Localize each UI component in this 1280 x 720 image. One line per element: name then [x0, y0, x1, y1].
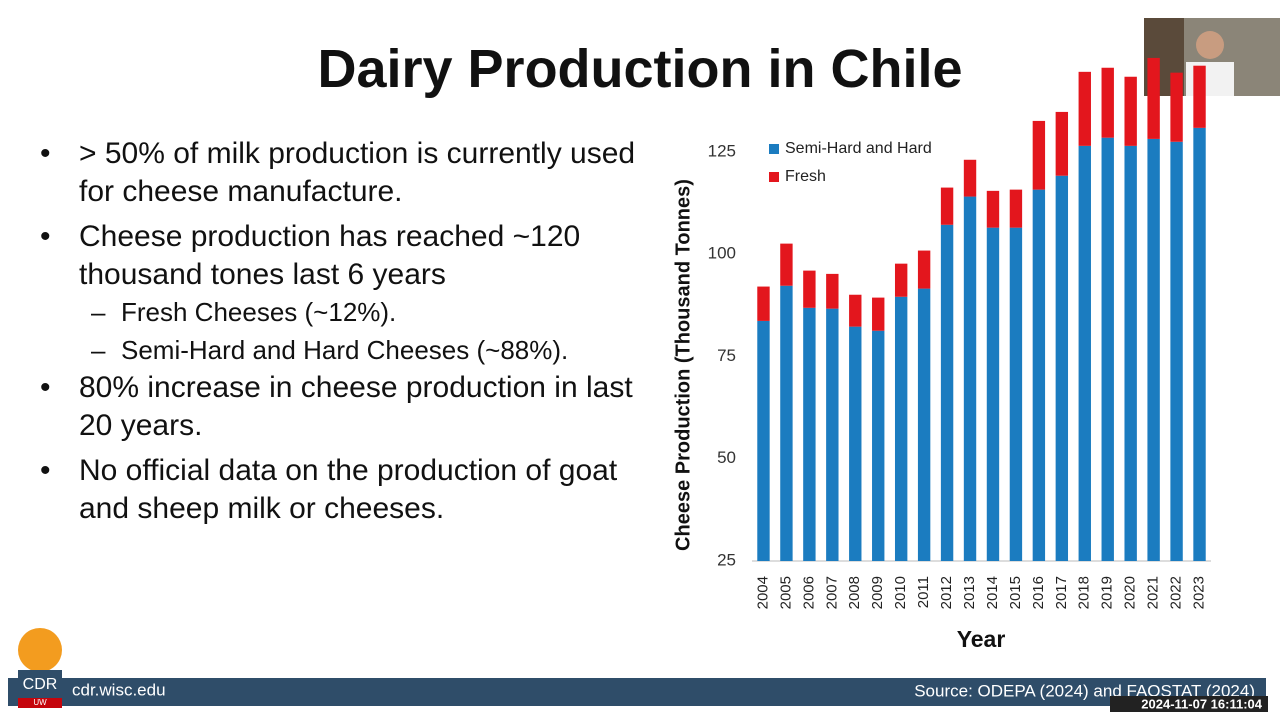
logo-box [18, 670, 62, 698]
bar-segment [894, 296, 908, 561]
bar-segment [1147, 57, 1160, 139]
logo-sub: UW [33, 698, 47, 707]
logo-text: CDR [23, 676, 58, 693]
sub-bullet: Fresh Cheeses (~12%). [40, 293, 640, 331]
bar-segment [1124, 76, 1137, 146]
bar-segment [1032, 189, 1046, 562]
y-tick-label: 25 [717, 550, 736, 569]
bar-segment [1170, 72, 1183, 142]
y-axis-label: Cheese Production (Thousand Tonnes) [672, 179, 694, 551]
bullet-list: > 50% of milk production is currently us… [40, 135, 640, 535]
footer-site: cdr.wisc.edu [72, 680, 166, 699]
bar-segment [757, 320, 770, 561]
bar-segment [757, 286, 770, 321]
bar-segment [963, 159, 977, 197]
bullet: > 50% of milk production is currently us… [40, 135, 640, 210]
x-tick-label: 2009 [869, 576, 886, 609]
x-tick-label: 2019 [1099, 576, 1116, 609]
legend-swatch [769, 144, 779, 154]
x-tick-label: 2007 [823, 576, 840, 609]
bar-segment [1101, 137, 1114, 561]
bar-segment [1078, 71, 1091, 146]
timestamp-bg [1110, 696, 1268, 712]
y-tick-label: 100 [708, 244, 736, 263]
bar-segment [1078, 145, 1091, 562]
webcam-face [1196, 31, 1224, 59]
x-tick-label: 2004 [754, 576, 771, 609]
x-tick-label: 2022 [1168, 576, 1185, 609]
bar-segment [917, 288, 931, 561]
bar-segment [826, 308, 839, 561]
bar-segment [780, 243, 793, 286]
x-tick-label: 2020 [1122, 576, 1139, 609]
x-tick-label: 2006 [800, 576, 817, 609]
y-tick-label: 75 [717, 346, 736, 365]
x-tick-label: 2014 [984, 576, 1001, 609]
logo-uw-box [18, 698, 62, 708]
bar-segment [894, 263, 908, 297]
logo-sun [18, 628, 62, 672]
x-tick-label: 2008 [846, 576, 863, 609]
slide-title: Dairy Production in Chile [317, 39, 963, 99]
footer-source: Source: ODEPA (2024) and FAOSTAT (2024) [914, 681, 1255, 700]
bar-segment [1032, 120, 1046, 190]
bar-segment [872, 330, 885, 561]
y-tick-label: 125 [708, 141, 736, 160]
x-axis-label: Year [957, 626, 1006, 652]
bar-segment [917, 250, 931, 289]
bar-segment [963, 196, 977, 561]
bar-segment [849, 326, 862, 561]
x-tick-label: 2012 [938, 576, 955, 609]
bullet: 80% increase in cheese production in las… [40, 369, 640, 444]
bar-segment [826, 273, 839, 309]
timestamp: 2024-11-07 16:11:04 [1141, 696, 1262, 711]
bar-segment [849, 294, 862, 327]
bar-segment [1009, 227, 1023, 562]
legend-swatch [769, 172, 779, 182]
bar-segment [1193, 127, 1206, 561]
x-tick-label: 2005 [777, 576, 794, 609]
x-tick-label: 2016 [1030, 576, 1047, 609]
sub-bullet: Semi-Hard and Hard Cheeses (~88%). [40, 331, 640, 369]
bar-segment [1009, 189, 1023, 228]
x-tick-label: 2017 [1053, 576, 1070, 609]
y-tick-label: 50 [717, 448, 736, 467]
bar-segment [1101, 67, 1114, 138]
bullet: No official data on the production of go… [40, 452, 640, 527]
bar-segment [1193, 65, 1206, 128]
x-tick-label: 2018 [1076, 576, 1093, 609]
bar-segment [1170, 141, 1183, 561]
x-tick-label: 2023 [1190, 576, 1207, 609]
bar-segment [803, 307, 816, 561]
webcam-shirt [1186, 62, 1234, 96]
bar-segment [986, 190, 1000, 228]
x-tick-label: 2015 [1007, 576, 1024, 609]
bar-segment [1124, 145, 1137, 562]
bar-segment [803, 270, 816, 308]
x-tick-label: 2010 [892, 576, 909, 609]
legend-label: Fresh [785, 168, 826, 185]
bar-segment [940, 224, 954, 561]
legend-label: Semi-Hard and Hard [785, 140, 932, 157]
bar-segment [940, 187, 954, 225]
bar-segment [1055, 111, 1069, 176]
x-tick-label: 2021 [1145, 576, 1162, 609]
x-tick-label: 2013 [961, 576, 978, 609]
bar-segment [1147, 138, 1160, 562]
bar-segment [1055, 175, 1069, 562]
bar-segment [780, 285, 793, 561]
x-tick-label: 2011 [915, 576, 932, 608]
bullet: Cheese production has reached ~120 thous… [40, 218, 640, 293]
bar-segment [872, 297, 885, 331]
bar-segment [986, 227, 1000, 562]
footer-bar [8, 678, 1266, 706]
